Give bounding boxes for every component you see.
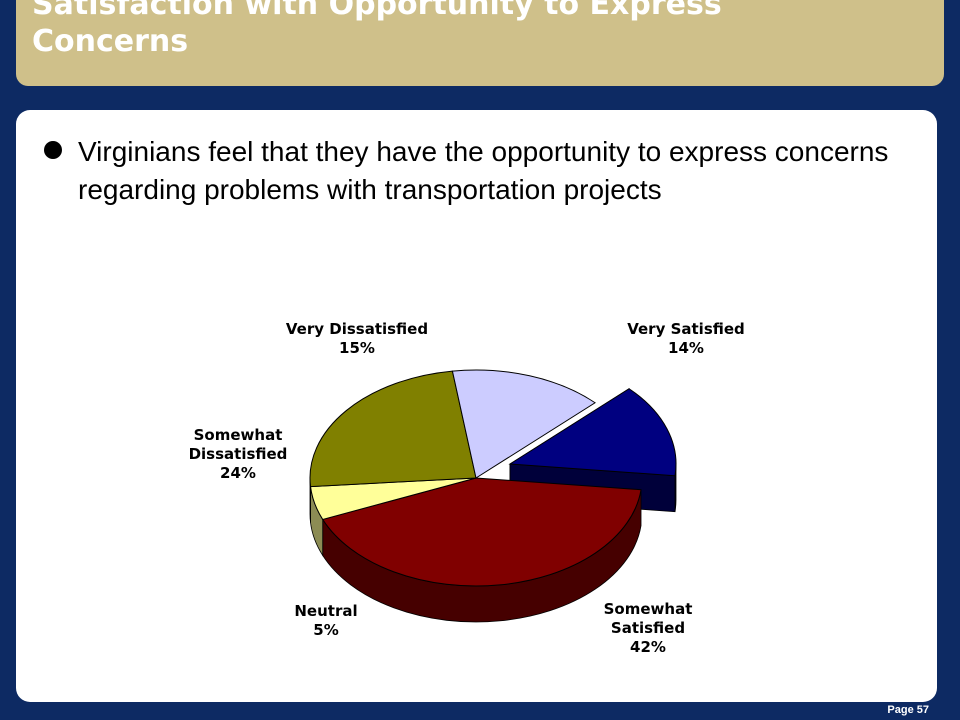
page-number: Page 57 <box>887 704 929 716</box>
bullet-dot <box>44 141 62 159</box>
pie-tops <box>309 369 677 587</box>
data-label-somewhat-dissatisfied: Somewhat Dissatisfied 24% <box>189 426 288 482</box>
slide-title: Satisfaction with Opportunity to Express… <box>32 0 722 59</box>
slice-very-satisfied <box>508 388 677 477</box>
title-bar: Satisfaction with Opportunity to Express… <box>16 0 944 86</box>
data-label-neutral: Neutral 5% <box>294 602 357 639</box>
bullet-text: Virginians feel that they have the oppor… <box>78 136 889 205</box>
data-label-very-satisfied: Very Satisfied 14% <box>627 320 745 357</box>
data-label-somewhat-satisfied: Somewhat Satisfied 42% <box>604 600 693 656</box>
slice-very-dissatisfied <box>451 369 596 479</box>
slice-somewhat-satisfied <box>321 477 642 587</box>
slice-somewhat-dissatisfied <box>309 370 477 488</box>
data-label-very-dissatisfied: Very Dissatisfied 15% <box>286 320 428 357</box>
